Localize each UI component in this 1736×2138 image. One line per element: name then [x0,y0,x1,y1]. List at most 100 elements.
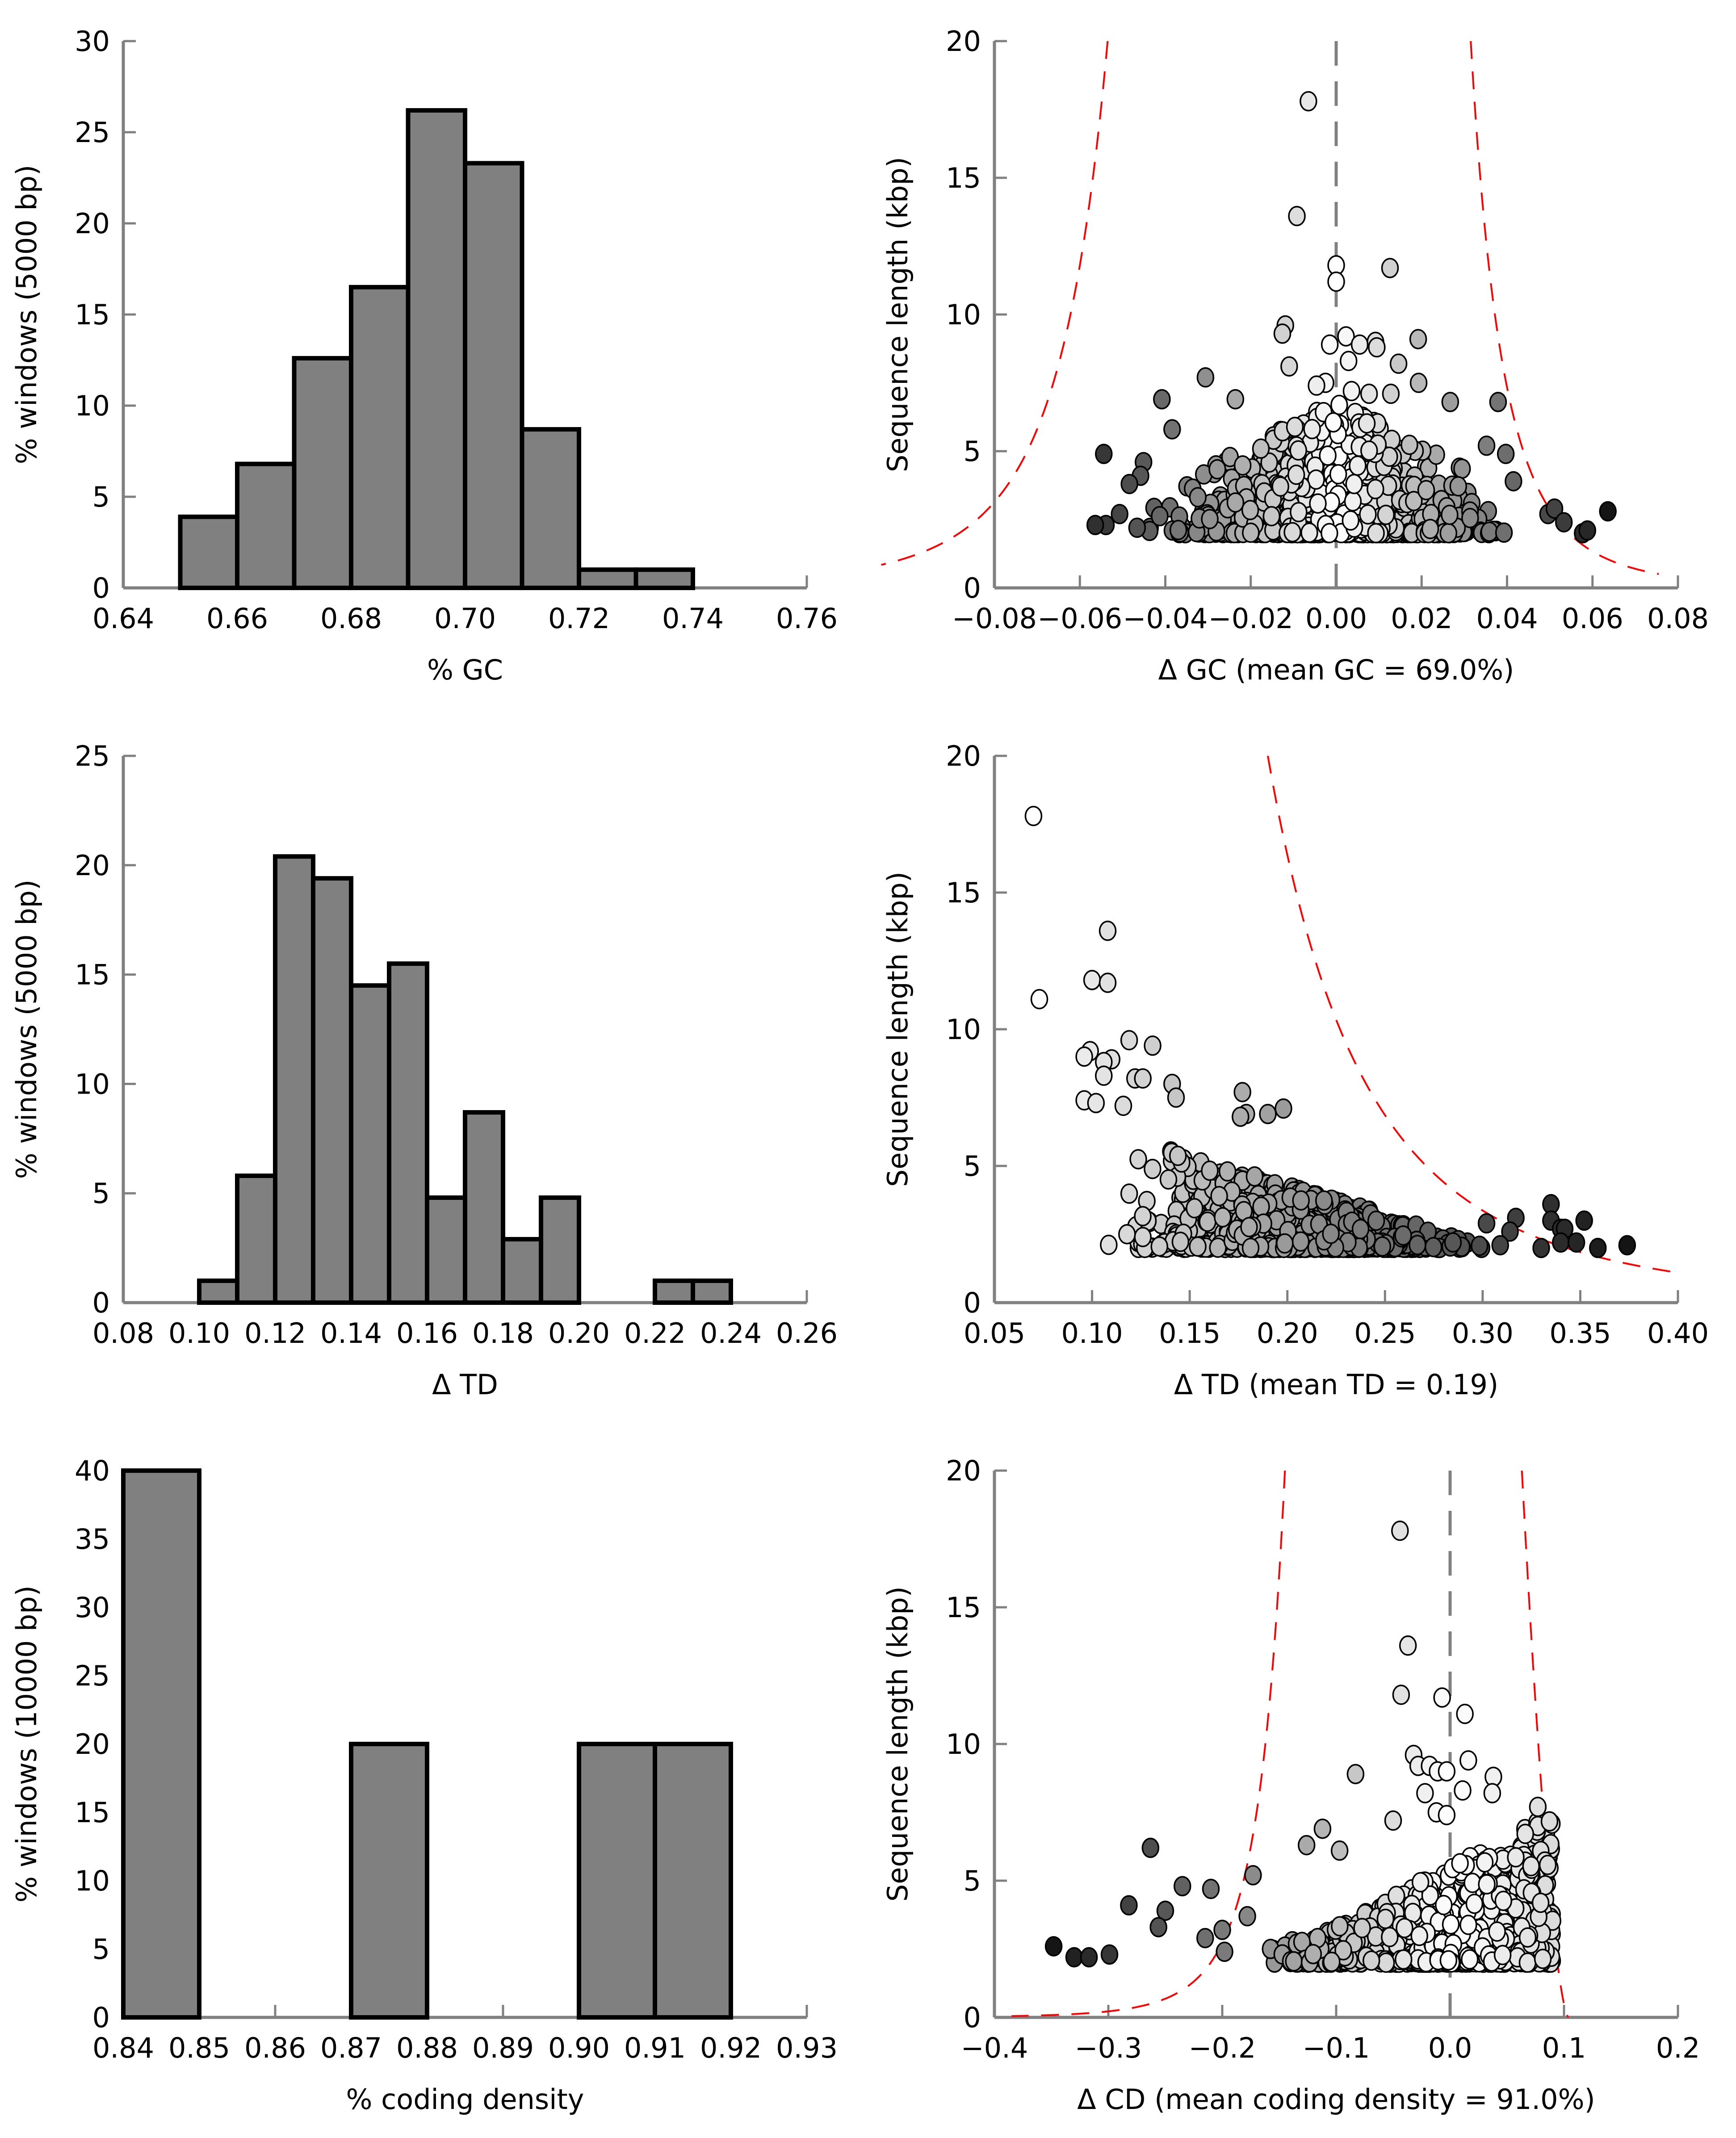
data-point [1522,1856,1540,1877]
threshold-curve-left [1011,1470,1286,2017]
data-point [1141,1837,1160,1858]
x-tick-label: 0.15 [1159,1317,1220,1350]
data-point [1083,970,1101,990]
y-tick-label: 15 [75,298,110,331]
x-tick-label: 0.68 [320,602,382,635]
histogram-bar [653,1742,733,2020]
data-point [1424,1237,1442,1258]
data-point [1315,1190,1333,1211]
y-tick-label: 10 [946,298,981,331]
histogram-bar [577,1742,657,2020]
x-tick-label: 0.64 [92,602,154,635]
histogram-bar [463,1110,505,1305]
data-point [1095,1065,1113,1086]
y-axis-label: % windows (5000 bp) [10,880,43,1179]
x-tick-label: 0.22 [624,1317,686,1350]
histogram-bar [197,1279,239,1305]
data-point [1488,1921,1506,1942]
data-point [1216,1941,1233,1962]
td-scatter-panel: 0 5 10 15 20 0.05 0.10 0.15 0.20 0.25 0.30 0.35 0.40… [881,740,1709,1401]
data-point [1232,1107,1250,1127]
data-point [1421,519,1439,539]
data-point [1480,521,1498,542]
data-point [1174,1876,1191,1896]
data-point [1331,1916,1349,1937]
x-tick-label: 0.84 [92,2032,154,2064]
data-point [1208,459,1226,480]
data-point [1377,1952,1395,1973]
y-tick-label: 10 [75,1865,110,1897]
histogram-bar [292,356,353,590]
x-tick-label: 0.04 [1476,602,1538,635]
data-point [1324,412,1342,433]
y-tick-label: 0 [964,572,981,604]
data-point [1410,1925,1428,1946]
x-tick-label: −0.06 [1037,602,1122,635]
y-tick-label: 15 [946,162,981,194]
x-tick-label: 0.14 [320,1317,382,1350]
data-point [1300,522,1318,543]
histogram-bar [387,961,429,1305]
data-point [1439,523,1458,544]
data-point [1377,504,1395,525]
data-point [1304,1944,1322,1965]
histogram-bar [520,427,581,590]
data-point [1360,383,1378,404]
data-point [1330,1840,1349,1861]
x-tick-label: 0.00 [1305,602,1367,635]
data-point [1260,452,1278,473]
data-point [1199,1212,1216,1232]
data-point [1534,1949,1552,1969]
data-point [1150,1236,1169,1257]
x-tick-label: 0.08 [1647,602,1709,635]
x-axis-label: Δ CD (mean coding density = 91.0%) [1077,2083,1595,2116]
data-point [1551,1232,1570,1253]
x-tick-label: 0.0 [1428,2032,1472,2064]
data-point [1120,1895,1138,1916]
data-point [1262,506,1281,527]
x-tick-label: 0.30 [1452,1317,1514,1350]
y-tick-label: 10 [946,1013,981,1046]
y-tick-label: 5 [92,481,110,513]
y-tick-label: 35 [75,1523,110,1555]
data-point [1244,1865,1262,1886]
y-axis-label: % windows (10000 bp) [10,1585,43,1903]
data-point [1434,1895,1453,1916]
data-point [1330,394,1348,415]
y-axis-label: Sequence length (kbp) [881,157,914,472]
data-point [1461,1949,1479,1970]
data-point [1118,1224,1136,1245]
data-point [1342,510,1360,531]
data-point [1153,389,1171,410]
data-point [1159,1169,1178,1190]
x-axis-label: Δ TD (mean TD = 0.19) [1174,1368,1498,1401]
data-point [1210,1186,1228,1207]
data-point [1501,1221,1519,1242]
data-point [1493,1945,1512,1966]
data-point [1451,1853,1469,1874]
x-tick-label: −0.02 [1208,602,1293,635]
x-tick-label: 0.88 [396,2032,458,2064]
data-point [1392,1685,1410,1705]
x-tick-label: 0.35 [1549,1317,1611,1350]
data-point [1438,1761,1456,1782]
data-point [1342,381,1361,402]
data-point [1471,1236,1489,1256]
x-tick-label: 0.66 [206,602,268,635]
data-point [1065,1947,1083,1968]
data-point [1362,1950,1380,1971]
data-point [1134,1227,1152,1247]
x-tick-label: 0.70 [434,602,496,635]
data-point [1321,523,1338,544]
x-tick-label: 0.76 [776,602,838,635]
data-point [1339,351,1358,371]
data-point [1120,1030,1138,1051]
data-point [1292,1190,1310,1211]
data-point [1465,1893,1484,1914]
data-point [1120,1183,1138,1204]
data-point [1075,1046,1093,1067]
data-point [1376,1908,1395,1929]
data-point [1226,492,1245,513]
data-point [1287,465,1305,485]
data-point [1214,1207,1232,1228]
